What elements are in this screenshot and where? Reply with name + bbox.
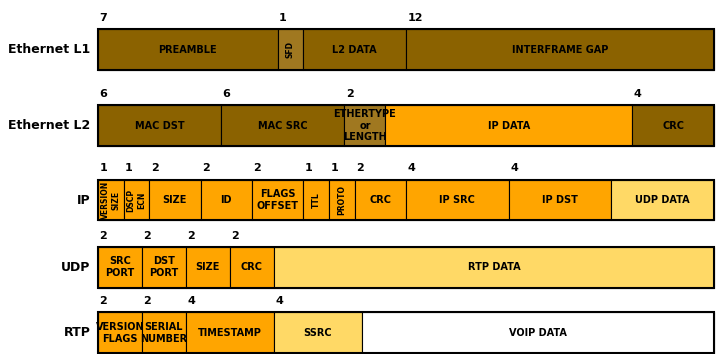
Bar: [303, 29, 406, 70]
Text: RTP DATA: RTP DATA: [468, 262, 521, 272]
Bar: [632, 105, 714, 146]
Text: SERIAL
NUMBER: SERIAL NUMBER: [141, 322, 188, 344]
Bar: [303, 180, 329, 220]
Text: SFD: SFD: [286, 41, 295, 58]
Bar: [355, 180, 406, 220]
Text: 7: 7: [99, 13, 107, 23]
Text: IP DST: IP DST: [542, 195, 578, 205]
Text: 2: 2: [202, 163, 210, 173]
Text: Ethernet L2: Ethernet L2: [9, 119, 91, 132]
Bar: [98, 29, 714, 70]
Bar: [149, 180, 201, 220]
Bar: [142, 247, 186, 287]
Text: 2: 2: [231, 230, 239, 241]
Text: 2: 2: [346, 89, 354, 99]
Text: 2: 2: [356, 163, 364, 173]
Text: SIZE: SIZE: [162, 195, 187, 205]
Text: MAC SRC: MAC SRC: [258, 121, 307, 131]
Text: MAC DST: MAC DST: [135, 121, 184, 131]
Bar: [509, 180, 611, 220]
Bar: [98, 247, 142, 287]
Bar: [98, 313, 714, 353]
Text: IP SRC: IP SRC: [439, 195, 476, 205]
Bar: [186, 313, 274, 353]
Text: 4: 4: [407, 163, 415, 173]
Bar: [278, 29, 303, 70]
Text: 4: 4: [187, 296, 195, 306]
Text: DST
PORT: DST PORT: [149, 256, 178, 278]
Text: 1: 1: [125, 163, 133, 173]
Text: ID: ID: [220, 195, 232, 205]
Text: 4: 4: [510, 163, 518, 173]
Bar: [230, 247, 274, 287]
Bar: [362, 313, 714, 353]
Bar: [201, 180, 252, 220]
Text: 4: 4: [634, 89, 642, 99]
Text: TTL: TTL: [312, 192, 320, 208]
Text: 2: 2: [99, 230, 107, 241]
Bar: [344, 105, 386, 146]
Text: 12: 12: [407, 13, 423, 23]
Bar: [98, 105, 714, 146]
Text: PREAMBLE: PREAMBLE: [159, 45, 217, 55]
Bar: [186, 247, 230, 287]
Text: TIMESTAMP: TIMESTAMP: [198, 328, 262, 338]
Bar: [252, 180, 303, 220]
Text: VERSION
SIZE: VERSION SIZE: [101, 181, 120, 219]
Text: 2: 2: [187, 230, 195, 241]
Bar: [98, 313, 142, 353]
Bar: [274, 313, 362, 353]
Bar: [98, 105, 221, 146]
Bar: [386, 105, 632, 146]
Bar: [98, 180, 123, 220]
Text: VOIP DATA: VOIP DATA: [509, 328, 567, 338]
Text: 4: 4: [276, 296, 283, 306]
Text: VERSION
FLAGS: VERSION FLAGS: [96, 322, 144, 344]
Bar: [274, 247, 714, 287]
Text: IP: IP: [77, 194, 91, 206]
Text: CRC: CRC: [369, 195, 392, 205]
Text: CRC: CRC: [662, 121, 684, 131]
Text: 1: 1: [99, 163, 107, 173]
Text: 2: 2: [144, 296, 151, 306]
Text: L2 DATA: L2 DATA: [332, 45, 377, 55]
Text: Ethernet L1: Ethernet L1: [9, 43, 91, 56]
Text: 2: 2: [151, 163, 159, 173]
Text: INTERFRAME GAP: INTERFRAME GAP: [512, 45, 608, 55]
Text: UDP DATA: UDP DATA: [635, 195, 690, 205]
Text: 2: 2: [144, 230, 151, 241]
Bar: [221, 105, 344, 146]
Bar: [406, 180, 509, 220]
Text: 6: 6: [99, 89, 107, 99]
Text: 1: 1: [304, 163, 312, 173]
Bar: [329, 180, 355, 220]
Text: FLAGS
OFFSET: FLAGS OFFSET: [257, 189, 299, 211]
Text: 2: 2: [253, 163, 261, 173]
Bar: [406, 29, 714, 70]
Text: UDP: UDP: [61, 261, 91, 274]
Text: SRC
PORT: SRC PORT: [105, 256, 135, 278]
Bar: [98, 29, 278, 70]
Bar: [611, 180, 714, 220]
Text: SSRC: SSRC: [304, 328, 332, 338]
Bar: [98, 247, 714, 287]
Text: PROTO: PROTO: [337, 185, 347, 215]
Bar: [142, 313, 186, 353]
Bar: [98, 180, 714, 220]
Text: 2: 2: [99, 296, 107, 306]
Text: CRC: CRC: [241, 262, 263, 272]
Text: 1: 1: [331, 163, 338, 173]
Text: 6: 6: [223, 89, 231, 99]
Text: SIZE: SIZE: [196, 262, 220, 272]
Text: DSCP
ECN: DSCP ECN: [127, 188, 146, 212]
Text: RTP: RTP: [64, 326, 91, 339]
Text: 1: 1: [279, 13, 287, 23]
Text: ETHERTYPE
or
LENGTH: ETHERTYPE or LENGTH: [334, 109, 397, 142]
Bar: [123, 180, 149, 220]
Text: IP DATA: IP DATA: [488, 121, 530, 131]
